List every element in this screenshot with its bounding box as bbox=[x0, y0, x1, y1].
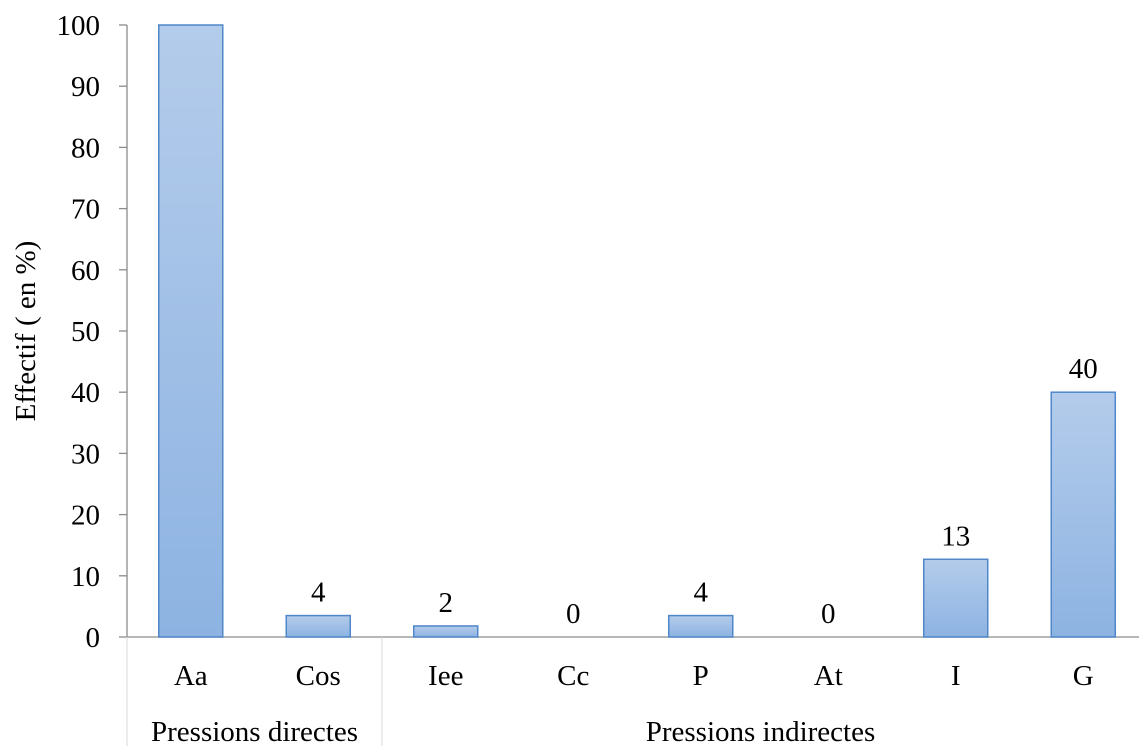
data-label: 0 bbox=[821, 598, 836, 630]
bars bbox=[158, 24, 1116, 638]
y-tick-label: 60 bbox=[71, 255, 100, 287]
x-tick-label: I bbox=[951, 660, 961, 692]
group-label: Pressions indirectes bbox=[646, 716, 876, 746]
y-tick-label: 0 bbox=[86, 622, 101, 654]
x-tick-label: G bbox=[1073, 660, 1094, 692]
y-tick-label: 90 bbox=[71, 71, 100, 103]
bar bbox=[1050, 391, 1116, 638]
y-axis-label: Effectif ( en %) bbox=[10, 241, 42, 422]
x-tick-label: Iee bbox=[428, 660, 463, 692]
y-tick-label: 30 bbox=[71, 438, 100, 470]
bar bbox=[923, 558, 989, 638]
y-tick-label: 10 bbox=[71, 561, 100, 593]
y-tick-label: 50 bbox=[71, 316, 100, 348]
bar bbox=[413, 625, 479, 638]
labels: Pressions directes Pressions indirectes Aa… bbox=[151, 353, 1098, 746]
y-tick-label: 70 bbox=[71, 194, 100, 226]
y-tick-label: 20 bbox=[71, 500, 100, 532]
bar bbox=[668, 614, 734, 638]
data-label: 0 bbox=[566, 598, 581, 630]
data-label: 2 bbox=[439, 587, 454, 619]
data-label: 4 bbox=[694, 577, 709, 609]
x-tick-label: Aa bbox=[174, 660, 208, 692]
bar bbox=[285, 614, 351, 638]
y-tick-label: 40 bbox=[71, 377, 100, 409]
x-tick-label: P bbox=[693, 660, 709, 692]
data-label: 40 bbox=[1069, 353, 1098, 385]
y-tick-label: 80 bbox=[71, 132, 100, 164]
x-tick-label: Cos bbox=[296, 660, 341, 692]
y-tick-label: 100 bbox=[57, 10, 101, 42]
data-label: 13 bbox=[941, 520, 970, 552]
group-label: Pressions directes bbox=[151, 716, 358, 746]
x-tick-label: At bbox=[814, 660, 843, 692]
data-label: 4 bbox=[311, 577, 326, 609]
x-tick-label: Cc bbox=[557, 660, 589, 692]
bar bbox=[158, 24, 224, 638]
